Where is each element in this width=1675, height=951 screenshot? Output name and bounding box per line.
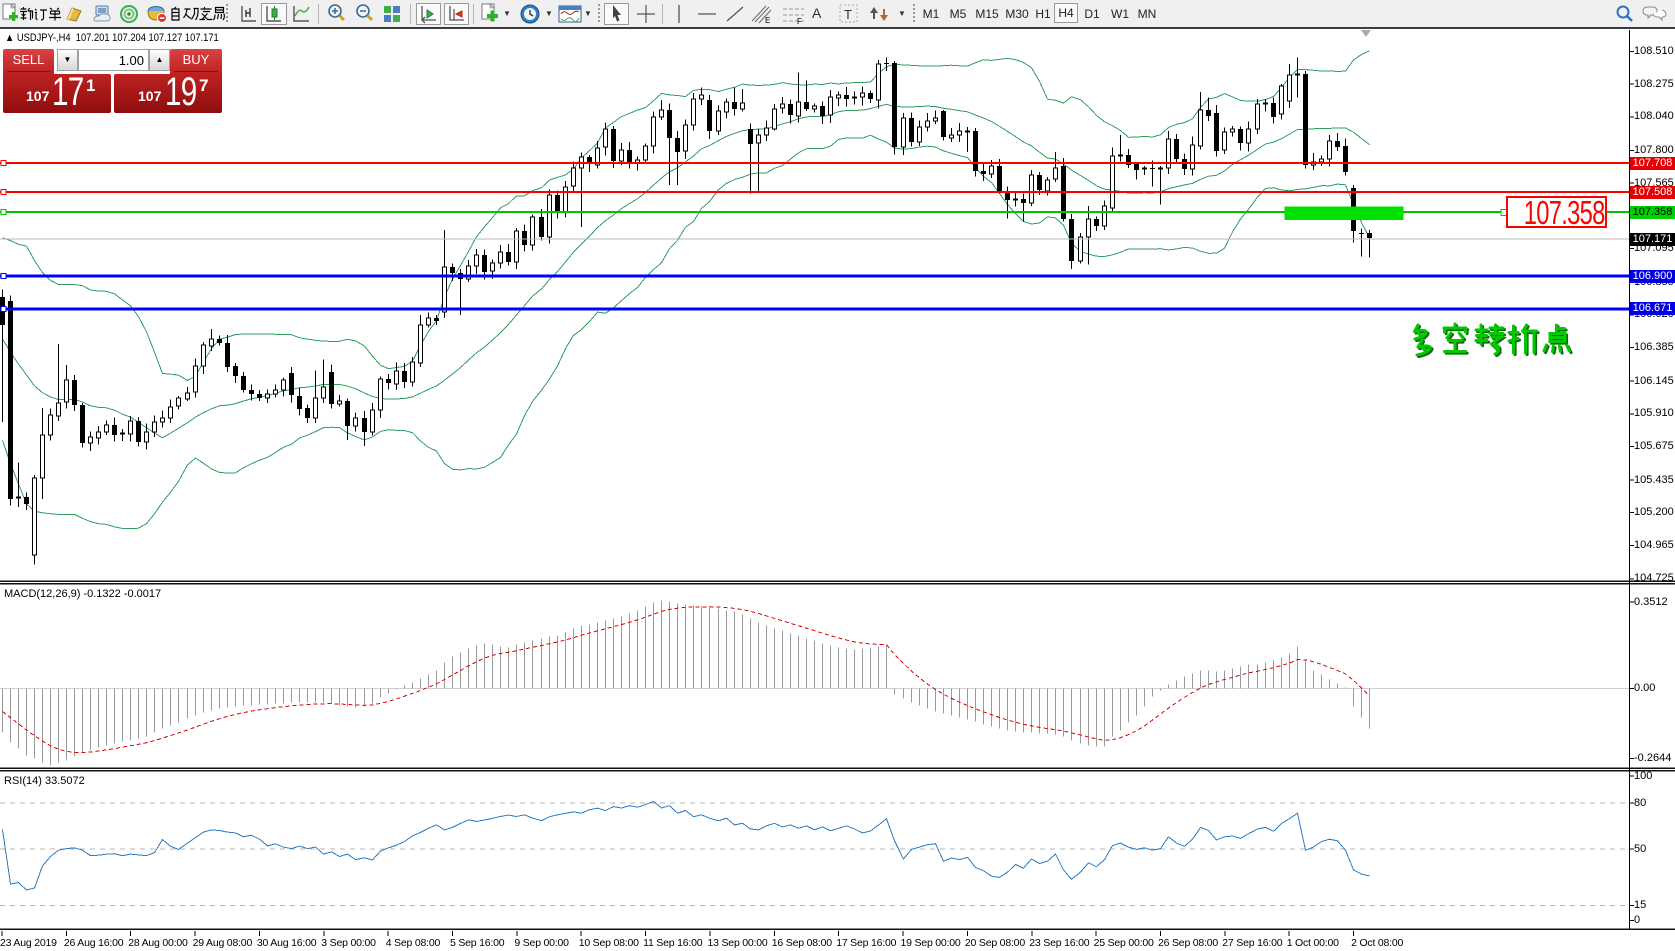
svg-text:T: T	[844, 7, 852, 22]
svg-text:E: E	[765, 16, 770, 25]
svg-text:F: F	[797, 17, 802, 25]
